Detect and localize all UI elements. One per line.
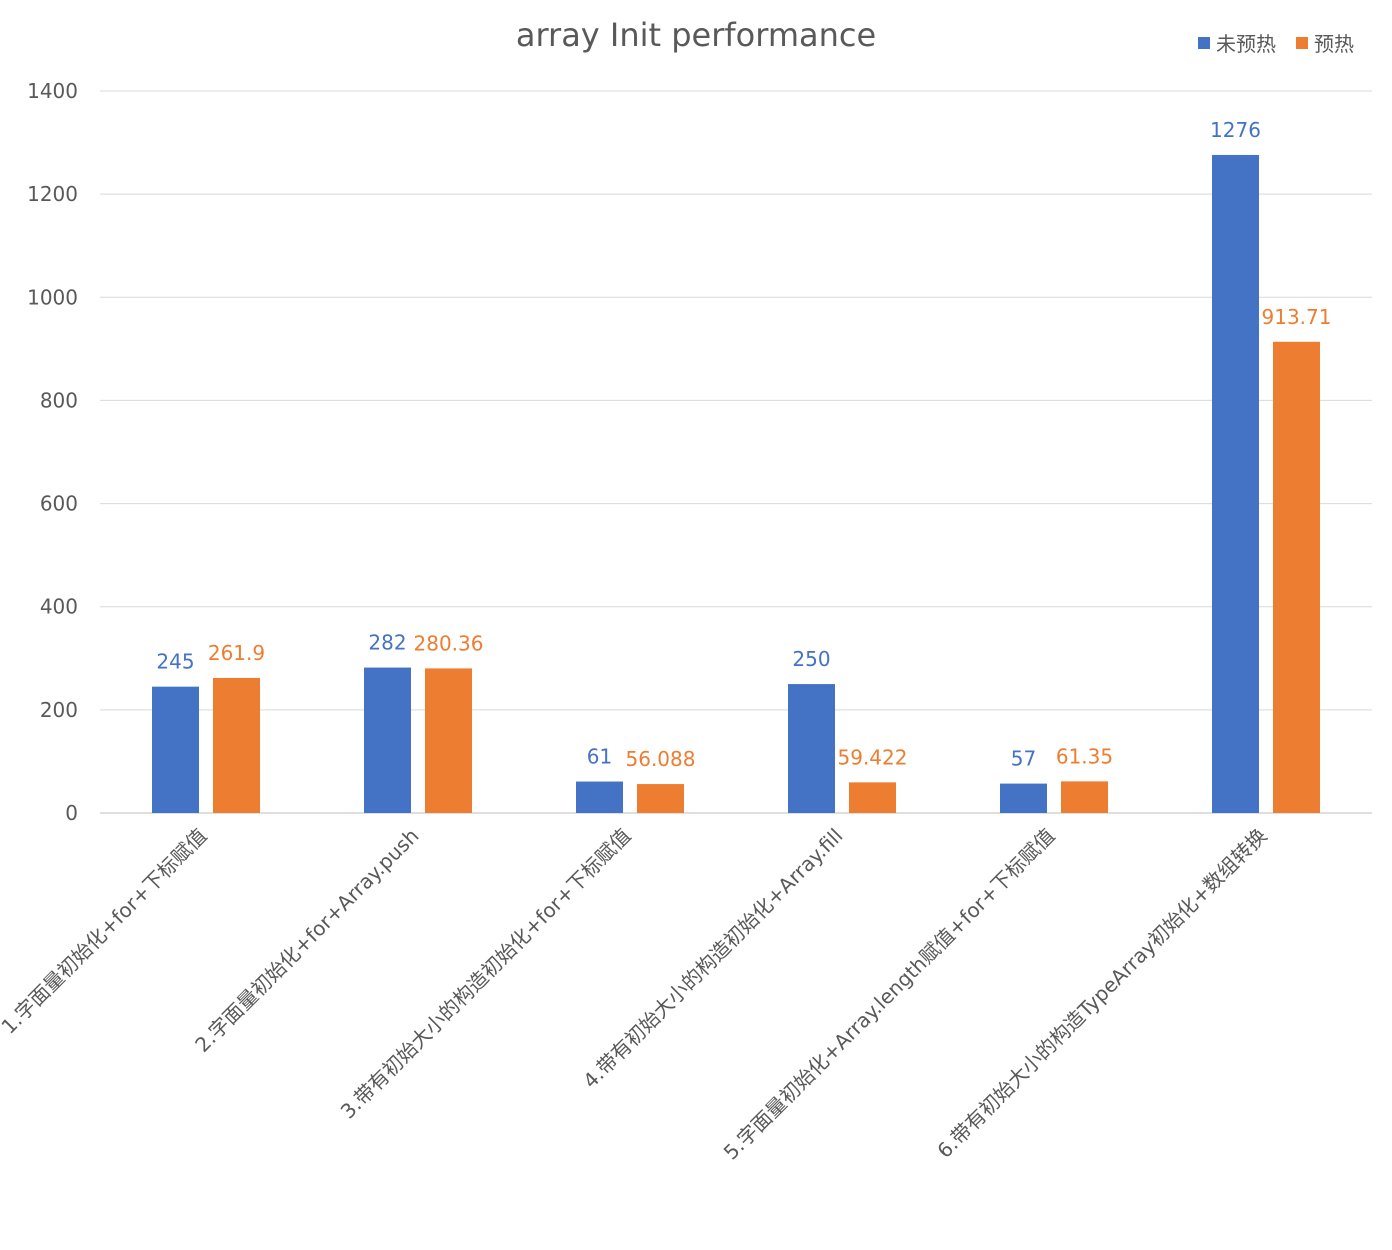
y-tick-label: 200 — [40, 698, 78, 722]
bar — [364, 667, 411, 813]
bar — [1212, 154, 1259, 813]
bar — [576, 781, 623, 813]
y-tick-label: 1200 — [27, 182, 78, 206]
bar — [152, 686, 199, 813]
data-label: 245 — [156, 650, 194, 674]
data-label: 261.9 — [208, 641, 265, 665]
bar — [1061, 781, 1108, 813]
data-label: 250 — [792, 647, 830, 671]
y-tick-label: 1000 — [27, 285, 78, 309]
y-tick-label: 400 — [40, 595, 78, 619]
bar — [637, 784, 684, 813]
data-label: 913.71 — [1262, 305, 1332, 329]
x-tick-label: 4.带有初始大小的构造初始化+Array.fill — [578, 824, 847, 1093]
legend: 未预热 预热 — [1198, 28, 1354, 57]
legend-item-series-1: 未预热 — [1198, 28, 1276, 57]
legend-label-series-1: 未预热 — [1216, 32, 1276, 56]
y-tick-label: 1400 — [27, 79, 78, 103]
x-tick-label: 2.字面量初始化+for+Array.push — [190, 824, 423, 1057]
bar — [788, 684, 835, 813]
x-tick-label: 5.字面量初始化+Array.length赋值+for+下标赋值 — [719, 824, 1060, 1165]
bar — [425, 668, 472, 813]
bar — [849, 782, 896, 813]
x-tick-label: 6.带有初始大小的构造TypeArray初始化+数组转换 — [932, 824, 1271, 1163]
legend-item-series-2: 预热 — [1296, 28, 1354, 57]
y-tick-label: 0 — [65, 801, 78, 825]
x-tick-label: 1.字面量初始化+for+下标赋值 — [0, 824, 212, 1039]
chart-title: array Init performance — [515, 16, 877, 54]
data-label: 282 — [368, 631, 406, 655]
y-tick-label: 800 — [40, 388, 78, 412]
bar — [1000, 783, 1047, 813]
data-label: 61.35 — [1056, 744, 1113, 768]
data-label: 56.088 — [626, 747, 696, 771]
bar — [1273, 341, 1320, 813]
data-label: 1276 — [1210, 118, 1261, 142]
y-tick-label: 600 — [40, 492, 78, 516]
legend-swatch-series-1 — [1198, 36, 1210, 49]
data-label: 61 — [587, 745, 612, 769]
legend-swatch-series-2 — [1296, 36, 1308, 49]
data-label: 280.36 — [414, 631, 484, 655]
data-label: 59.422 — [838, 745, 908, 769]
legend-label-series-2: 预热 — [1314, 32, 1354, 56]
bar — [213, 677, 260, 813]
data-label: 57 — [1011, 747, 1036, 771]
